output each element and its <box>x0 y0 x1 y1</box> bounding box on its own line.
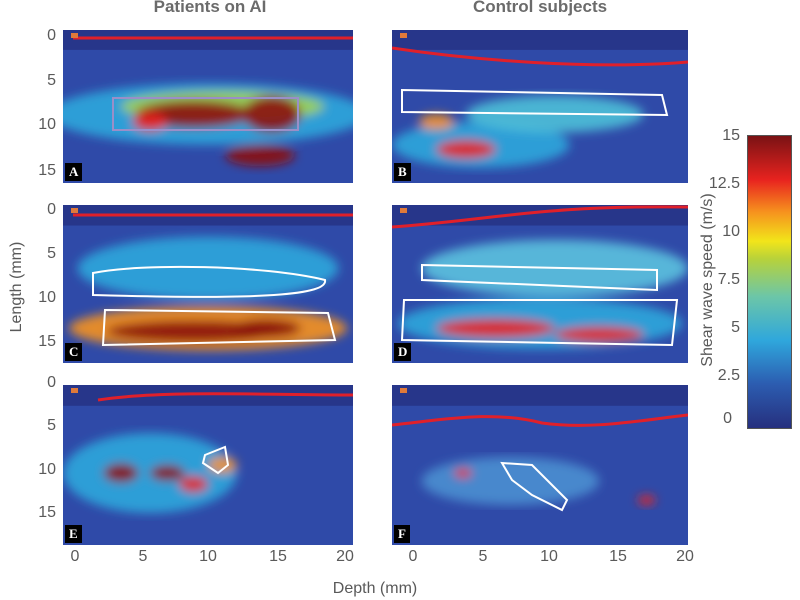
skin-surface-line <box>392 413 688 427</box>
panel-label: D <box>394 343 412 361</box>
y-tick-label: 10 <box>38 289 56 306</box>
colorbar-tick-label: 10 <box>722 223 740 240</box>
x-tick-label: 10 <box>540 548 558 565</box>
x-tick-label: 5 <box>138 548 148 565</box>
panel-label: E <box>65 525 82 543</box>
heatmap-region <box>554 326 644 343</box>
y-tick-label: 5 <box>47 245 56 262</box>
panel-label: F <box>394 525 410 543</box>
x-tick-label: 5 <box>478 548 488 565</box>
roi-outline <box>401 88 669 117</box>
elastography-panel-F: F <box>392 385 688 545</box>
heatmap-region <box>103 463 139 483</box>
roi-outline <box>201 445 230 475</box>
roi-outline <box>500 461 569 512</box>
column-title-patients: Patients on AI <box>153 0 267 16</box>
orientation-marker <box>400 388 407 393</box>
heatmap-region <box>208 457 237 473</box>
top-band <box>63 30 353 50</box>
skin-surface-line <box>392 46 688 67</box>
y-tick-label: 0 <box>47 201 56 218</box>
top-band <box>392 385 688 406</box>
x-axis-label: Depth (mm) <box>332 580 418 597</box>
orientation-marker <box>71 388 78 393</box>
heatmap-region <box>179 476 208 493</box>
top-band <box>63 385 353 406</box>
y-tick-label: 10 <box>38 116 56 133</box>
colorbar-label: Shear wave speed (m/s) <box>699 193 716 367</box>
heatmap-region <box>63 433 237 513</box>
y-tick-label: 5 <box>47 417 56 434</box>
column-title-controls: Control subjects <box>472 0 608 16</box>
roi-outline <box>400 263 679 347</box>
colorbar-tick-label: 5 <box>731 319 740 336</box>
x-tick-label: 15 <box>609 548 627 565</box>
y-tick-label: 0 <box>47 374 56 391</box>
elastography-panel-D: D <box>392 205 688 363</box>
elastography-panel-E: E <box>63 385 353 545</box>
panel-label: B <box>394 163 411 181</box>
heatmap-region <box>242 95 301 133</box>
heatmap-region <box>132 112 168 131</box>
y-tick-label: 15 <box>38 504 56 521</box>
heatmap-region <box>231 318 301 338</box>
heatmap-region <box>436 140 496 159</box>
elastography-panel-B: B <box>392 30 688 183</box>
roi-outline <box>112 97 299 131</box>
orientation-marker <box>71 33 78 38</box>
top-band <box>392 30 688 50</box>
roi-outline <box>92 265 337 347</box>
x-tick-label: 0 <box>70 548 80 565</box>
y-tick-label: 15 <box>38 162 56 179</box>
y-tick-label: 0 <box>47 27 56 44</box>
heatmap-region <box>150 465 185 481</box>
x-tick-label: 0 <box>408 548 418 565</box>
heatmap-region <box>454 468 472 478</box>
y-tick-label: 15 <box>38 333 56 350</box>
y-tick-label: 5 <box>47 72 56 89</box>
skin-surface-line <box>97 392 353 402</box>
skin-surface-line <box>392 205 688 229</box>
colorbar-tick-label: 7.5 <box>717 271 740 288</box>
heatmap-region <box>418 114 455 130</box>
elastography-panel-A: A <box>63 30 353 183</box>
elastography-panel-C: C <box>63 205 353 363</box>
orientation-marker <box>71 208 78 213</box>
colorbar-tick-label: 0 <box>723 410 732 427</box>
x-tick-label: 20 <box>676 548 694 565</box>
x-tick-label: 10 <box>199 548 217 565</box>
orientation-marker <box>400 208 407 213</box>
panel-label: A <box>65 163 83 181</box>
colorbar-tick-label: 2.5 <box>717 367 740 384</box>
panel-label: C <box>65 343 83 361</box>
y-axis-label: Length (mm) <box>8 241 25 333</box>
y-tick-label: 10 <box>38 461 56 478</box>
x-tick-label: 15 <box>269 548 287 565</box>
heatmap-region <box>436 318 555 338</box>
colorbar-tick-label: 12.5 <box>708 175 740 192</box>
colorbar-tick-label: 15 <box>722 127 740 144</box>
heatmap-region <box>225 144 295 167</box>
colorbar <box>747 135 792 429</box>
x-tick-label: 20 <box>336 548 354 565</box>
orientation-marker <box>400 33 407 38</box>
heatmap-region <box>637 495 656 505</box>
